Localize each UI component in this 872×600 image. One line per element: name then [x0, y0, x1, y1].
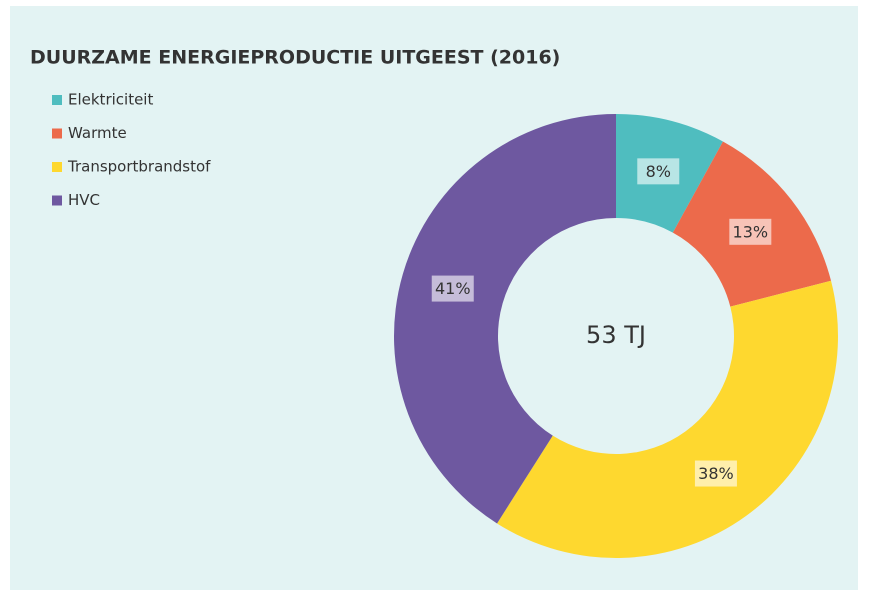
data-label-box: [637, 158, 680, 185]
legend-label: Transportbrandstof: [67, 158, 211, 176]
legend-label: Warmte: [68, 124, 127, 142]
legend-label: HVC: [68, 191, 100, 209]
data-label-box: [729, 218, 772, 245]
legend-swatch: [52, 128, 62, 139]
data-label: 41%: [435, 279, 471, 298]
chart-title: DUURZAME ENERGIEPRODUCTIE UITGEEST (2016…: [30, 47, 560, 69]
legend-swatch: [52, 195, 62, 206]
data-label: 38%: [698, 464, 734, 483]
data-label: 13%: [733, 222, 769, 241]
data-label-box: [431, 275, 474, 302]
legend-label: Elektriciteit: [68, 91, 153, 109]
donut-segment: [394, 114, 616, 524]
donut-segment: [497, 280, 838, 558]
legend-swatch: [52, 95, 62, 105]
data-label: 8%: [646, 162, 671, 181]
data-label-box: [694, 460, 737, 487]
legend-swatch: [52, 162, 62, 172]
center-label: 53 TJ: [586, 321, 646, 349]
